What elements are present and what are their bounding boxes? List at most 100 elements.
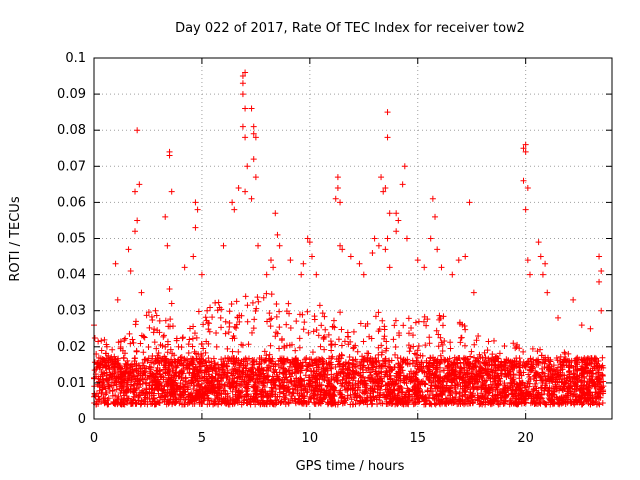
data-point	[533, 387, 540, 394]
data-point	[350, 368, 357, 375]
data-point	[596, 253, 603, 260]
data-point	[564, 357, 571, 364]
data-point	[136, 181, 143, 188]
data-point	[151, 381, 158, 388]
data-point	[212, 299, 219, 306]
data-point	[530, 395, 537, 402]
data-point	[245, 397, 252, 404]
data-point	[326, 389, 333, 396]
data-point	[289, 358, 296, 365]
data-point	[306, 377, 313, 384]
data-point	[261, 401, 268, 408]
data-point	[204, 390, 211, 397]
data-point	[242, 134, 249, 141]
data-point	[440, 378, 447, 385]
data-point	[200, 397, 207, 404]
data-point	[177, 354, 184, 361]
data-point	[133, 348, 140, 355]
data-point	[198, 341, 205, 348]
data-point	[154, 327, 161, 334]
data-point	[117, 345, 124, 352]
data-point	[378, 174, 385, 181]
data-point	[451, 378, 458, 385]
data-point	[103, 399, 110, 406]
data-point	[267, 316, 274, 323]
data-point	[127, 267, 134, 274]
data-point	[370, 388, 377, 395]
data-point	[444, 362, 451, 369]
data-point	[405, 342, 412, 349]
data-point	[141, 369, 148, 376]
data-point	[202, 314, 209, 321]
data-point	[173, 337, 180, 344]
data-point	[529, 345, 536, 352]
data-point	[164, 338, 171, 345]
data-point	[340, 373, 347, 380]
data-point	[143, 312, 150, 319]
data-point	[326, 361, 333, 368]
data-point	[462, 326, 469, 333]
data-point	[373, 370, 380, 377]
y-tick-label: 0.04	[57, 268, 86, 283]
data-point	[553, 383, 560, 390]
data-point	[335, 336, 342, 343]
data-point	[516, 386, 523, 393]
data-point	[178, 344, 185, 351]
data-point	[109, 346, 116, 353]
data-point	[517, 383, 524, 390]
data-point	[172, 392, 179, 399]
data-point	[457, 359, 464, 366]
data-point	[441, 400, 448, 407]
data-point	[129, 368, 136, 375]
data-point	[291, 357, 298, 364]
data-point	[410, 401, 417, 408]
data-point	[376, 394, 383, 401]
data-point	[106, 365, 113, 372]
data-point	[357, 320, 364, 327]
data-point	[399, 359, 406, 366]
data-point	[383, 368, 390, 375]
data-point	[233, 325, 240, 332]
data-point	[473, 371, 480, 378]
data-point	[193, 334, 200, 341]
data-point	[371, 235, 378, 242]
data-point	[466, 199, 473, 206]
data-point	[392, 380, 399, 387]
data-point	[91, 367, 98, 374]
data-point	[328, 342, 335, 349]
data-point	[321, 346, 328, 353]
data-point	[327, 386, 334, 393]
data-point	[505, 357, 512, 364]
y-tick-label: 0.02	[57, 340, 86, 355]
data-point	[192, 365, 199, 372]
data-point	[385, 390, 392, 397]
data-point	[168, 188, 175, 195]
data-point	[304, 235, 311, 242]
data-point	[435, 343, 442, 350]
data-point	[473, 337, 480, 344]
data-point	[493, 353, 500, 360]
data-point	[132, 188, 139, 195]
data-point	[127, 372, 134, 379]
data-point	[218, 356, 225, 363]
axis-ticks	[93, 57, 612, 420]
data-point	[134, 217, 141, 224]
data-point	[242, 188, 249, 195]
data-point	[207, 363, 214, 370]
data-point	[376, 378, 383, 385]
data-point	[285, 383, 292, 390]
data-point	[256, 360, 263, 367]
data-point	[455, 396, 462, 402]
data-point	[441, 338, 448, 345]
chart-title: Day 022 of 2017, Rate Of TEC Index for r…	[175, 21, 525, 36]
data-point	[359, 366, 366, 373]
data-point	[263, 271, 270, 278]
data-point	[160, 333, 167, 340]
data-point	[447, 391, 454, 398]
data-point	[555, 400, 562, 407]
data-point	[293, 355, 300, 362]
data-point	[510, 376, 517, 383]
data-point	[106, 357, 113, 364]
data-point	[366, 374, 373, 381]
data-point	[185, 341, 192, 348]
